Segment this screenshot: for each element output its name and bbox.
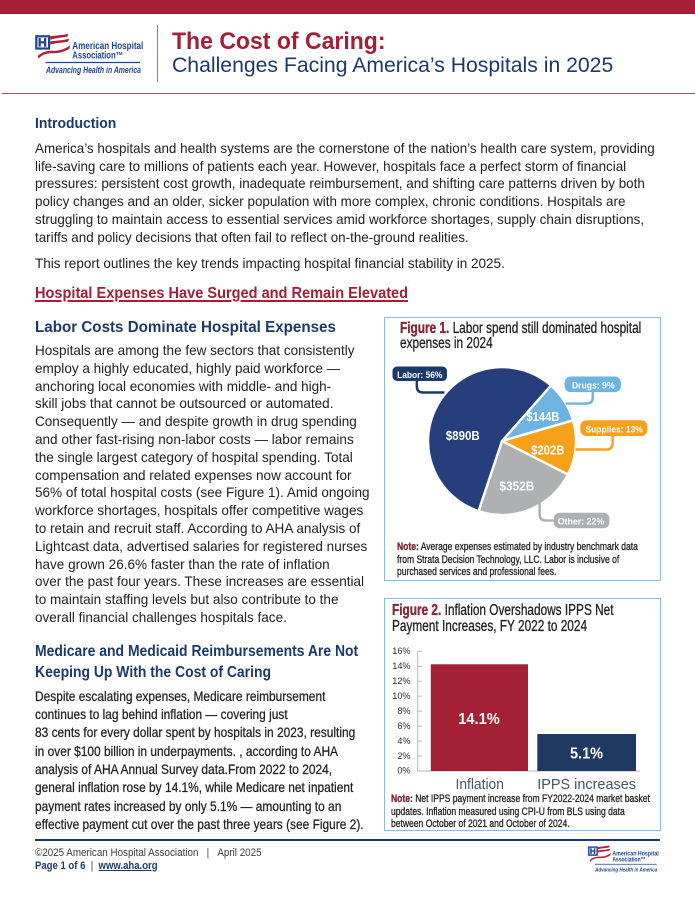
svg-text:$202B: $202B (531, 442, 564, 457)
svg-text:$144B: $144B (526, 409, 559, 424)
svg-text:12%: 12% (392, 676, 410, 686)
svg-text:2%: 2% (397, 751, 410, 761)
svg-text:14%: 14% (392, 661, 410, 671)
svg-text:Other: 22%: Other: 22% (558, 517, 605, 528)
svg-text:Inflation: Inflation (456, 776, 504, 793)
svg-text:10%: 10% (392, 691, 410, 701)
svg-text:Labor: 56%: Labor: 56% (397, 370, 443, 381)
svg-text:0%: 0% (397, 766, 410, 776)
svg-text:Drugs: 9%: Drugs: 9% (572, 381, 615, 392)
svg-text:Advancing Health in America: Advancing Health in America (45, 65, 141, 75)
svg-text:8%: 8% (397, 706, 410, 716)
svg-text:6%: 6% (397, 721, 410, 731)
svg-text:Advancing Health in America: Advancing Health in America (594, 867, 657, 873)
svg-text:Association™: Association™ (612, 857, 645, 864)
svg-text:Supplies: 13%: Supplies: 13% (586, 424, 644, 435)
svg-text:14.1%: 14.1% (458, 711, 500, 728)
svg-text:American Hospital: American Hospital (612, 851, 659, 858)
svg-text:5.1%: 5.1% (570, 746, 603, 763)
svg-text:IPPS increases: IPPS increases (537, 776, 636, 793)
svg-text:$890B: $890B (446, 428, 480, 443)
svg-text:4%: 4% (397, 736, 410, 746)
svg-text:$352B: $352B (499, 479, 534, 494)
svg-text:Association™: Association™ (72, 50, 123, 61)
svg-text:American Hospital: American Hospital (72, 41, 143, 52)
svg-text:16%: 16% (392, 646, 410, 656)
